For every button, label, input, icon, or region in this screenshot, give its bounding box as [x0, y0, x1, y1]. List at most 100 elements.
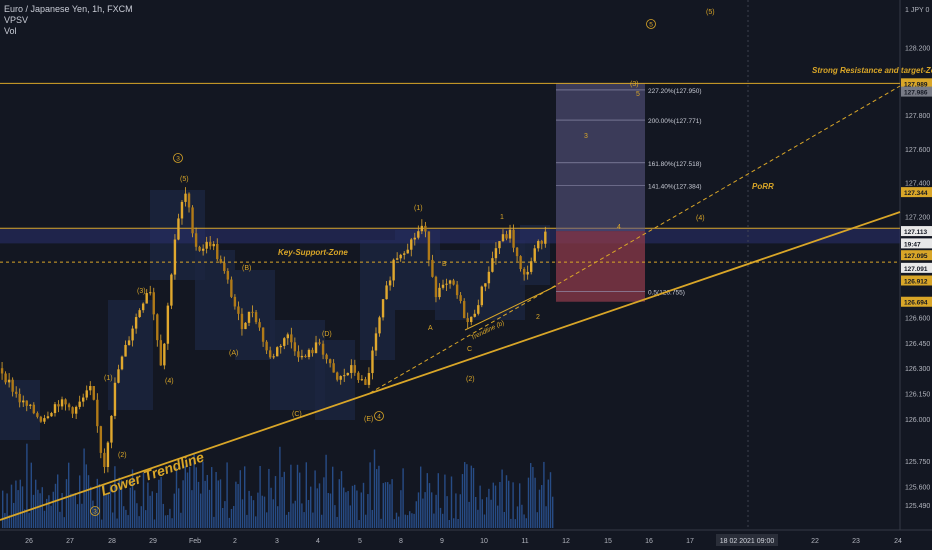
volume-profile-block — [195, 250, 235, 350]
candle-body — [194, 233, 198, 247]
symbol-title[interactable]: Euro / Japanese Yen, 1h, FXCM — [4, 4, 133, 14]
candle-body — [537, 241, 540, 249]
volume-bar — [455, 493, 457, 528]
indicator-vol[interactable]: Vol — [4, 26, 17, 36]
volume-bar — [382, 483, 384, 528]
volume-bar — [442, 513, 444, 528]
candle-body — [318, 342, 321, 344]
volume-bar — [228, 517, 230, 528]
key-support-zone[interactable] — [0, 228, 900, 244]
volume-bar — [457, 518, 459, 528]
x-tick-label: 16 — [645, 538, 653, 545]
y-tick-label: 127.800 — [905, 113, 930, 120]
wave-label: (5) — [180, 176, 189, 183]
volume-bar — [336, 516, 338, 528]
volume-bar — [57, 474, 59, 528]
volume-bar — [525, 518, 527, 528]
volume-bar — [169, 508, 171, 528]
volume-bar — [92, 500, 94, 528]
volume-bar — [81, 503, 83, 528]
candle-body — [226, 271, 230, 280]
volume-bar — [547, 479, 549, 528]
trendline-b[interactable] — [464, 285, 557, 331]
indicator-vpsv[interactable]: VPSV — [4, 15, 29, 25]
volume-bar — [235, 481, 237, 528]
volume-bar — [413, 513, 415, 528]
resistance-zone-label[interactable]: Strong Resistance and target-Zone — [812, 66, 932, 75]
volume-bar — [98, 483, 101, 528]
volume-bar — [118, 477, 120, 528]
volume-bar — [325, 454, 327, 528]
candle-body — [85, 390, 88, 398]
candle-body — [459, 295, 462, 302]
candle-body — [364, 379, 367, 385]
volume-bar — [189, 466, 191, 528]
volume-bar — [2, 490, 4, 528]
volume-bar — [125, 509, 127, 528]
volume-bar — [373, 449, 376, 528]
volume-bar — [321, 514, 323, 528]
volume-bar — [52, 491, 54, 528]
volume-bar — [28, 512, 30, 528]
candle-body — [325, 354, 328, 360]
volume-bar — [356, 490, 358, 528]
candle-body — [526, 271, 529, 275]
volume-bar — [90, 486, 92, 528]
volume-bar — [134, 490, 136, 528]
y-tick-label: 125.750 — [905, 459, 930, 466]
wave-label: (C) — [292, 411, 302, 418]
volume-bar — [299, 472, 301, 528]
fib-target-box[interactable] — [556, 83, 645, 232]
wave-label: (E) — [364, 416, 373, 423]
volume-bar — [96, 478, 98, 528]
volume-bar — [200, 493, 202, 528]
volume-bar — [433, 513, 435, 528]
candle-body — [201, 248, 205, 251]
candle-body — [233, 296, 237, 307]
y-tick-label: 126.450 — [905, 341, 930, 348]
volume-bar — [490, 499, 492, 528]
volume-bar — [303, 512, 305, 528]
price-badge-label: 126.694 — [904, 300, 928, 307]
candle-body — [43, 418, 46, 422]
candle-body — [11, 379, 14, 392]
volume-bar — [10, 484, 13, 528]
lower-trendline[interactable] — [0, 211, 901, 521]
volume-bar — [431, 492, 433, 528]
volume-bar — [508, 480, 510, 528]
volume-bar — [215, 471, 217, 528]
candle-body — [448, 280, 452, 284]
volume-bar — [257, 492, 259, 528]
volume-bar — [310, 486, 312, 528]
volume-bar — [217, 480, 219, 528]
candle-body — [441, 284, 445, 288]
key-support-label[interactable]: Key-Support-Zone — [278, 248, 348, 257]
candle-body — [60, 399, 64, 407]
fib-level-label: 200.00%(127.771) — [648, 118, 702, 125]
volume-bar — [464, 462, 466, 528]
candle-body — [462, 301, 466, 319]
volume-bar — [389, 484, 391, 528]
y-tick-label: 126.150 — [905, 392, 930, 399]
candle-body — [544, 231, 547, 244]
fib-level-label: 0.5(126.755) — [648, 289, 685, 296]
volume-bar — [417, 492, 420, 528]
candle-body — [304, 355, 307, 358]
candle-body — [53, 404, 57, 414]
price-badge-label: 127.091 — [904, 266, 928, 273]
wave-label: (3) — [630, 81, 639, 88]
fib-stop-box[interactable] — [556, 231, 645, 302]
volume-bar — [369, 462, 371, 528]
candle-body — [103, 452, 106, 467]
volume-bar — [543, 461, 545, 528]
candle-body — [300, 355, 304, 358]
candle-body — [399, 254, 402, 259]
volume-bar — [477, 509, 479, 528]
volume-bar — [541, 485, 543, 528]
candle-body — [293, 342, 297, 352]
candle-body — [265, 341, 268, 351]
porr-label[interactable]: PoRR — [752, 182, 774, 191]
volume-bar — [30, 462, 32, 528]
x-tick-label: 3 — [275, 538, 279, 545]
